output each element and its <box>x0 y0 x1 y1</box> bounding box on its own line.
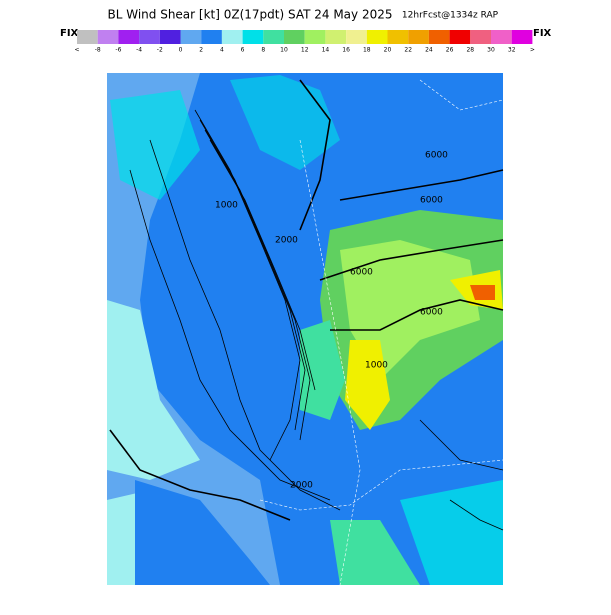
colorbar-label: 30 <box>487 47 495 54</box>
contour-label: 1000 <box>365 361 388 371</box>
contours <box>109 79 504 531</box>
colorbar-label: 18 <box>363 47 371 54</box>
shading <box>345 270 503 430</box>
map: 6000 6000 6000 6000 2000 1000 1000 2000 <box>107 73 504 586</box>
color-swatch <box>284 30 305 44</box>
colorbar-label: -6 <box>115 47 121 54</box>
colorbar-label: 22 <box>404 47 412 54</box>
colorbar-label: < <box>74 47 79 54</box>
fix-label: FIX <box>533 28 552 39</box>
colorbar-label: 8 <box>261 47 265 54</box>
color-swatch <box>304 30 326 44</box>
colorbar-label: -4 <box>136 47 142 54</box>
borders <box>259 79 504 586</box>
colorbar-label: -2 <box>157 47 163 54</box>
subtitle: 12hrFcst@1334z RAP <box>402 11 499 21</box>
colorbar-label: 14 <box>322 47 330 54</box>
colorbar-label: > <box>530 47 535 54</box>
colorbar-label: 16 <box>342 47 350 54</box>
color-swatch <box>387 30 409 44</box>
color-swatch <box>242 30 264 44</box>
color-swatch <box>346 30 367 44</box>
shading <box>135 480 270 585</box>
contour-label: 6000 <box>420 196 443 206</box>
fix-label: FIX <box>60 28 79 39</box>
color-swatch <box>221 30 243 44</box>
contour-label: 6000 <box>420 308 443 318</box>
contour-label: 2000 <box>290 481 313 491</box>
title: BL Wind Shear [kt] 0Z(17pdt) SAT 24 May … <box>108 8 393 22</box>
colorbar-label: 24 <box>425 47 433 54</box>
colorbar-label: 4 <box>220 47 224 54</box>
color-swatch <box>77 30 98 44</box>
colorbar-label: 2 <box>199 47 203 54</box>
color-swatch <box>201 30 222 44</box>
color-swatch <box>159 30 181 44</box>
color-swatch <box>118 30 140 44</box>
colorbar-label: 26 <box>446 47 454 54</box>
shading <box>400 480 503 585</box>
colorbar-label: 20 <box>384 47 392 54</box>
colorbar-label: 10 <box>280 47 288 54</box>
shading <box>470 285 495 300</box>
color-swatch <box>180 30 202 44</box>
contour-label: 6000 <box>350 268 373 278</box>
colorbar-label: 12 <box>301 47 309 54</box>
contour-label: 1000 <box>215 201 238 211</box>
color-swatch <box>263 30 284 44</box>
shading <box>230 75 340 170</box>
colorbar-label: 32 <box>508 47 516 54</box>
color-swatch <box>408 30 429 44</box>
color-swatch <box>428 30 450 44</box>
color-swatch <box>366 30 388 44</box>
colorbar-label: -8 <box>95 47 101 54</box>
colorbar-label: 28 <box>466 47 474 54</box>
color-swatch <box>511 30 533 44</box>
colorbar: < -8 -6 -4 -2 0 2 4 6 8 10 12 14 16 18 20 22 24 26 28 30 32 > <box>74 30 535 54</box>
color-swatch <box>97 30 119 44</box>
shading <box>330 520 420 585</box>
color-swatch <box>325 30 347 44</box>
contour-label: 2000 <box>275 236 298 246</box>
shading <box>300 320 345 420</box>
color-swatch <box>449 30 471 44</box>
color-swatch <box>139 30 160 44</box>
shading <box>110 90 200 200</box>
colorbar-label: 6 <box>241 47 245 54</box>
color-swatch <box>491 30 512 44</box>
contour-labels: 6000 6000 6000 6000 2000 1000 1000 2000 <box>215 151 448 491</box>
colorbar-label: 0 <box>179 47 183 54</box>
contour-label: 6000 <box>425 151 448 161</box>
color-swatch <box>470 30 491 44</box>
